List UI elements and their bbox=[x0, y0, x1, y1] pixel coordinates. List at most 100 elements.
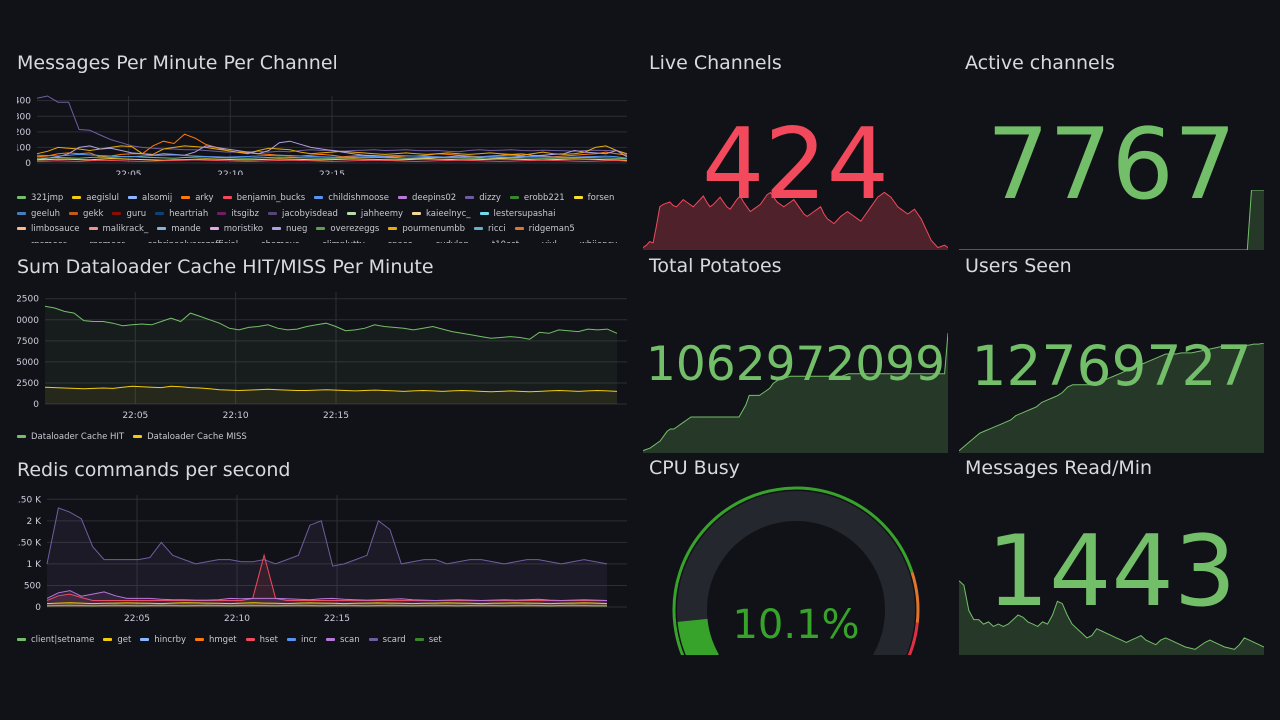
legend-item[interactable]: viyl bbox=[528, 238, 557, 243]
legend-item[interactable]: hset bbox=[245, 633, 279, 649]
series-area-Dataloader Cache MISS bbox=[45, 386, 617, 404]
legend-item[interactable]: incr bbox=[287, 633, 317, 649]
panel-title[interactable]: Messages Per Minute Per Channel bbox=[17, 52, 338, 74]
sparkline-line bbox=[959, 580, 1264, 650]
legend-label: dizzy bbox=[479, 193, 501, 203]
legend-label: rnsmeer bbox=[89, 240, 124, 244]
legend-item[interactable]: sudylan bbox=[421, 238, 469, 243]
panel-title[interactable]: Sum Dataloader Cache HIT/MISS Per Minute bbox=[17, 256, 434, 278]
legend-item[interactable]: client|setname bbox=[17, 633, 94, 649]
legend-item[interactable]: hincrby bbox=[140, 633, 186, 649]
legend-item[interactable]: get bbox=[103, 633, 131, 649]
legend-item[interactable]: space bbox=[373, 238, 413, 243]
series-line-forsen[interactable] bbox=[36, 158, 628, 161]
y-tick-label: 1 K bbox=[27, 560, 43, 570]
legend-item[interactable]: guru bbox=[112, 207, 146, 223]
legend-item[interactable]: limbosauce bbox=[17, 222, 80, 238]
y-tick-label: 2500 bbox=[17, 379, 39, 389]
legend-item[interactable]: pourmenumbb bbox=[388, 222, 465, 238]
legend-item[interactable]: deepins02 bbox=[397, 191, 456, 207]
legend-item[interactable]: 321jmp bbox=[17, 191, 63, 207]
legend-swatch bbox=[75, 242, 85, 243]
legend-item[interactable]: dizzy bbox=[465, 191, 501, 207]
gauge-threshold-green bbox=[672, 486, 914, 655]
cache-hit-miss-chart: 0 2500 5000 7500 10000 12500 22:05 22:10 22:15 bbox=[17, 292, 627, 421]
series-line-benjamin_bucks[interactable] bbox=[36, 159, 628, 162]
legend-label: childishmoose bbox=[328, 193, 389, 203]
legend-item[interactable]: scard bbox=[368, 633, 406, 649]
legend-item[interactable]: scan bbox=[325, 633, 360, 649]
legend-item[interactable]: jacobyisdead bbox=[268, 207, 338, 223]
panel-title[interactable]: Active channels bbox=[965, 52, 1115, 74]
panel-title[interactable]: Total Potatoes bbox=[649, 255, 782, 277]
legend-item[interactable]: malikrack_ bbox=[88, 222, 148, 238]
legend-label: alsomij bbox=[142, 193, 173, 203]
legend-item[interactable]: sabrinaalvarezofficial bbox=[133, 238, 238, 243]
legend-item[interactable]: hmget bbox=[195, 633, 237, 649]
legend-item[interactable]: rnsmeer bbox=[17, 238, 66, 243]
legend-item[interactable]: erobb221 bbox=[509, 191, 565, 207]
legend-item[interactable]: slimplutty bbox=[308, 238, 365, 244]
legend-label: ridgeman5 bbox=[528, 224, 575, 234]
legend-item[interactable]: benjamin_bucks bbox=[222, 191, 305, 207]
legend-item[interactable]: alsomij bbox=[128, 191, 172, 207]
legend-item[interactable]: childishmoose bbox=[314, 191, 389, 207]
legend-swatch bbox=[72, 196, 82, 199]
legend-item[interactable]: forsen bbox=[573, 191, 614, 207]
legend-item[interactable]: ricci bbox=[474, 222, 506, 238]
legend-item[interactable]: whiiency bbox=[565, 238, 617, 244]
users-seen-sparkline bbox=[959, 343, 1264, 453]
legend-item[interactable]: jahheemy bbox=[346, 207, 404, 223]
legend-item[interactable]: Dataloader Cache MISS bbox=[133, 430, 247, 446]
legend-item[interactable]: itsgibz bbox=[217, 207, 259, 223]
x-tick-label: 22:15 bbox=[324, 614, 350, 624]
panel-messages-read: Messages Read/Min 1443 bbox=[959, 457, 1264, 657]
legend-item[interactable]: moristiko bbox=[209, 222, 263, 238]
y-tick-label: 7500 bbox=[17, 337, 39, 347]
series-line-pourmenumbb[interactable] bbox=[36, 145, 628, 156]
legend-label: gekk bbox=[83, 208, 104, 219]
legend-label: slimplutty bbox=[322, 240, 364, 244]
legend-item[interactable]: rnsmeer bbox=[75, 238, 125, 244]
panel-title[interactable]: Live Channels bbox=[649, 52, 782, 74]
panel-title[interactable]: Users Seen bbox=[965, 255, 1072, 277]
legend-item[interactable]: arky bbox=[181, 191, 214, 207]
legend-item[interactable]: t10est bbox=[477, 238, 519, 244]
series-line-scan[interactable] bbox=[46, 590, 608, 602]
live-channels-sparkline bbox=[643, 191, 948, 250]
legend-label: t10est bbox=[492, 240, 519, 244]
x-tick-label: 22:15 bbox=[323, 411, 349, 421]
series-line-Dataloader Cache MISS[interactable] bbox=[44, 385, 618, 393]
total-potatoes-sparkline bbox=[643, 333, 948, 453]
legend-label: whiiency bbox=[580, 240, 617, 244]
sparkline-line bbox=[959, 343, 1264, 452]
legend-label: pourmenumbb bbox=[402, 224, 466, 234]
legend-item[interactable]: geeluh bbox=[17, 207, 60, 223]
legend-swatch bbox=[245, 638, 255, 641]
series-line-childishmoose[interactable] bbox=[36, 153, 628, 159]
series-line-Dataloader Cache HIT[interactable] bbox=[44, 305, 618, 340]
legend-item[interactable]: shamous bbox=[247, 238, 299, 243]
legend-item[interactable]: lestersupashai bbox=[479, 207, 555, 223]
legend-item[interactable]: mande bbox=[157, 222, 201, 238]
legend-label: Dataloader Cache HIT bbox=[31, 432, 125, 442]
legend-item[interactable]: ridgeman5 bbox=[514, 222, 575, 238]
series-line-get[interactable] bbox=[46, 602, 608, 605]
panel-title[interactable]: Messages Read/Min bbox=[965, 457, 1153, 479]
legend-item[interactable]: kaieelnyc_ bbox=[412, 207, 471, 223]
panel-live-channels: Live Channels 424 bbox=[643, 52, 948, 250]
legend-item[interactable]: nueg bbox=[272, 222, 307, 238]
legend-item[interactable]: aegislul bbox=[72, 191, 119, 207]
panel-title[interactable]: CPU Busy bbox=[649, 457, 740, 479]
series-line-scard[interactable] bbox=[46, 507, 608, 567]
legend-item[interactable]: set bbox=[414, 633, 442, 649]
legend-item[interactable]: heartriah bbox=[155, 207, 208, 223]
panel-title[interactable]: Redis commands per second bbox=[17, 459, 291, 481]
legend-item[interactable]: overezeggs bbox=[316, 222, 379, 238]
legend-label: jahheemy bbox=[360, 208, 404, 219]
legend-label: hset bbox=[259, 635, 279, 645]
legend-item[interactable]: gekk bbox=[69, 207, 103, 223]
legend-item[interactable]: Dataloader Cache HIT bbox=[17, 430, 124, 446]
legend-swatch bbox=[222, 196, 232, 199]
cpu-busy-gauge: 10.1% bbox=[672, 486, 920, 655]
